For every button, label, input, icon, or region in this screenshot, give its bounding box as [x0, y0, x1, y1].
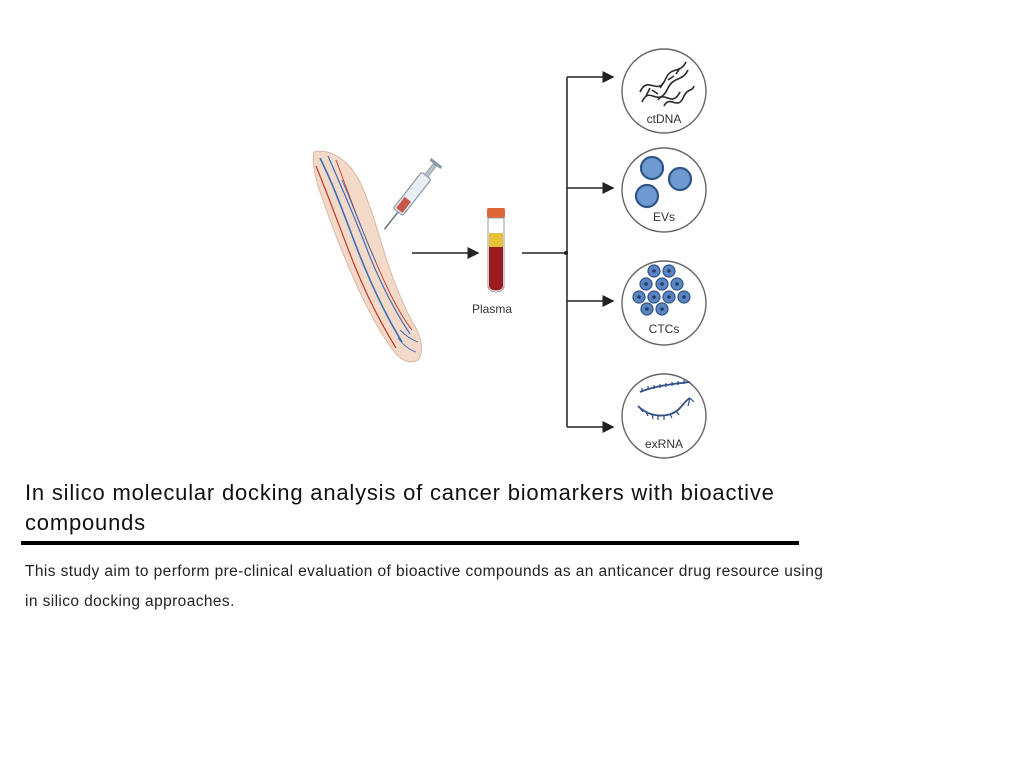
cell-cluster-icon: [632, 264, 691, 316]
arm-illustration: [312, 150, 423, 363]
ctdna-node: ctDNA: [621, 48, 707, 134]
vesicles-icon: [634, 155, 693, 209]
title-divider: [21, 541, 799, 545]
ctcs-node: CTCs: [621, 260, 707, 346]
syringe-icon: [383, 158, 443, 230]
dna-helix-icon: [639, 61, 695, 107]
exrna-node: exRNA: [621, 373, 707, 459]
ctcs-label: CTCs: [649, 322, 680, 336]
biomarker-figure: Plasma ctDNA: [302, 30, 742, 466]
evs-node: EVs: [621, 147, 707, 233]
blood-tube-icon: [487, 208, 505, 293]
ctdna-label: ctDNA: [647, 112, 682, 126]
article-title: In silico molecular docking analysis of …: [25, 480, 775, 535]
evs-label: EVs: [653, 210, 675, 224]
article-description: This study aim to perform pre-clinical e…: [25, 563, 824, 610]
exrna-label: exRNA: [645, 437, 683, 451]
rna-strand-icon: [637, 380, 695, 420]
plasma-label: Plasma: [472, 302, 512, 316]
